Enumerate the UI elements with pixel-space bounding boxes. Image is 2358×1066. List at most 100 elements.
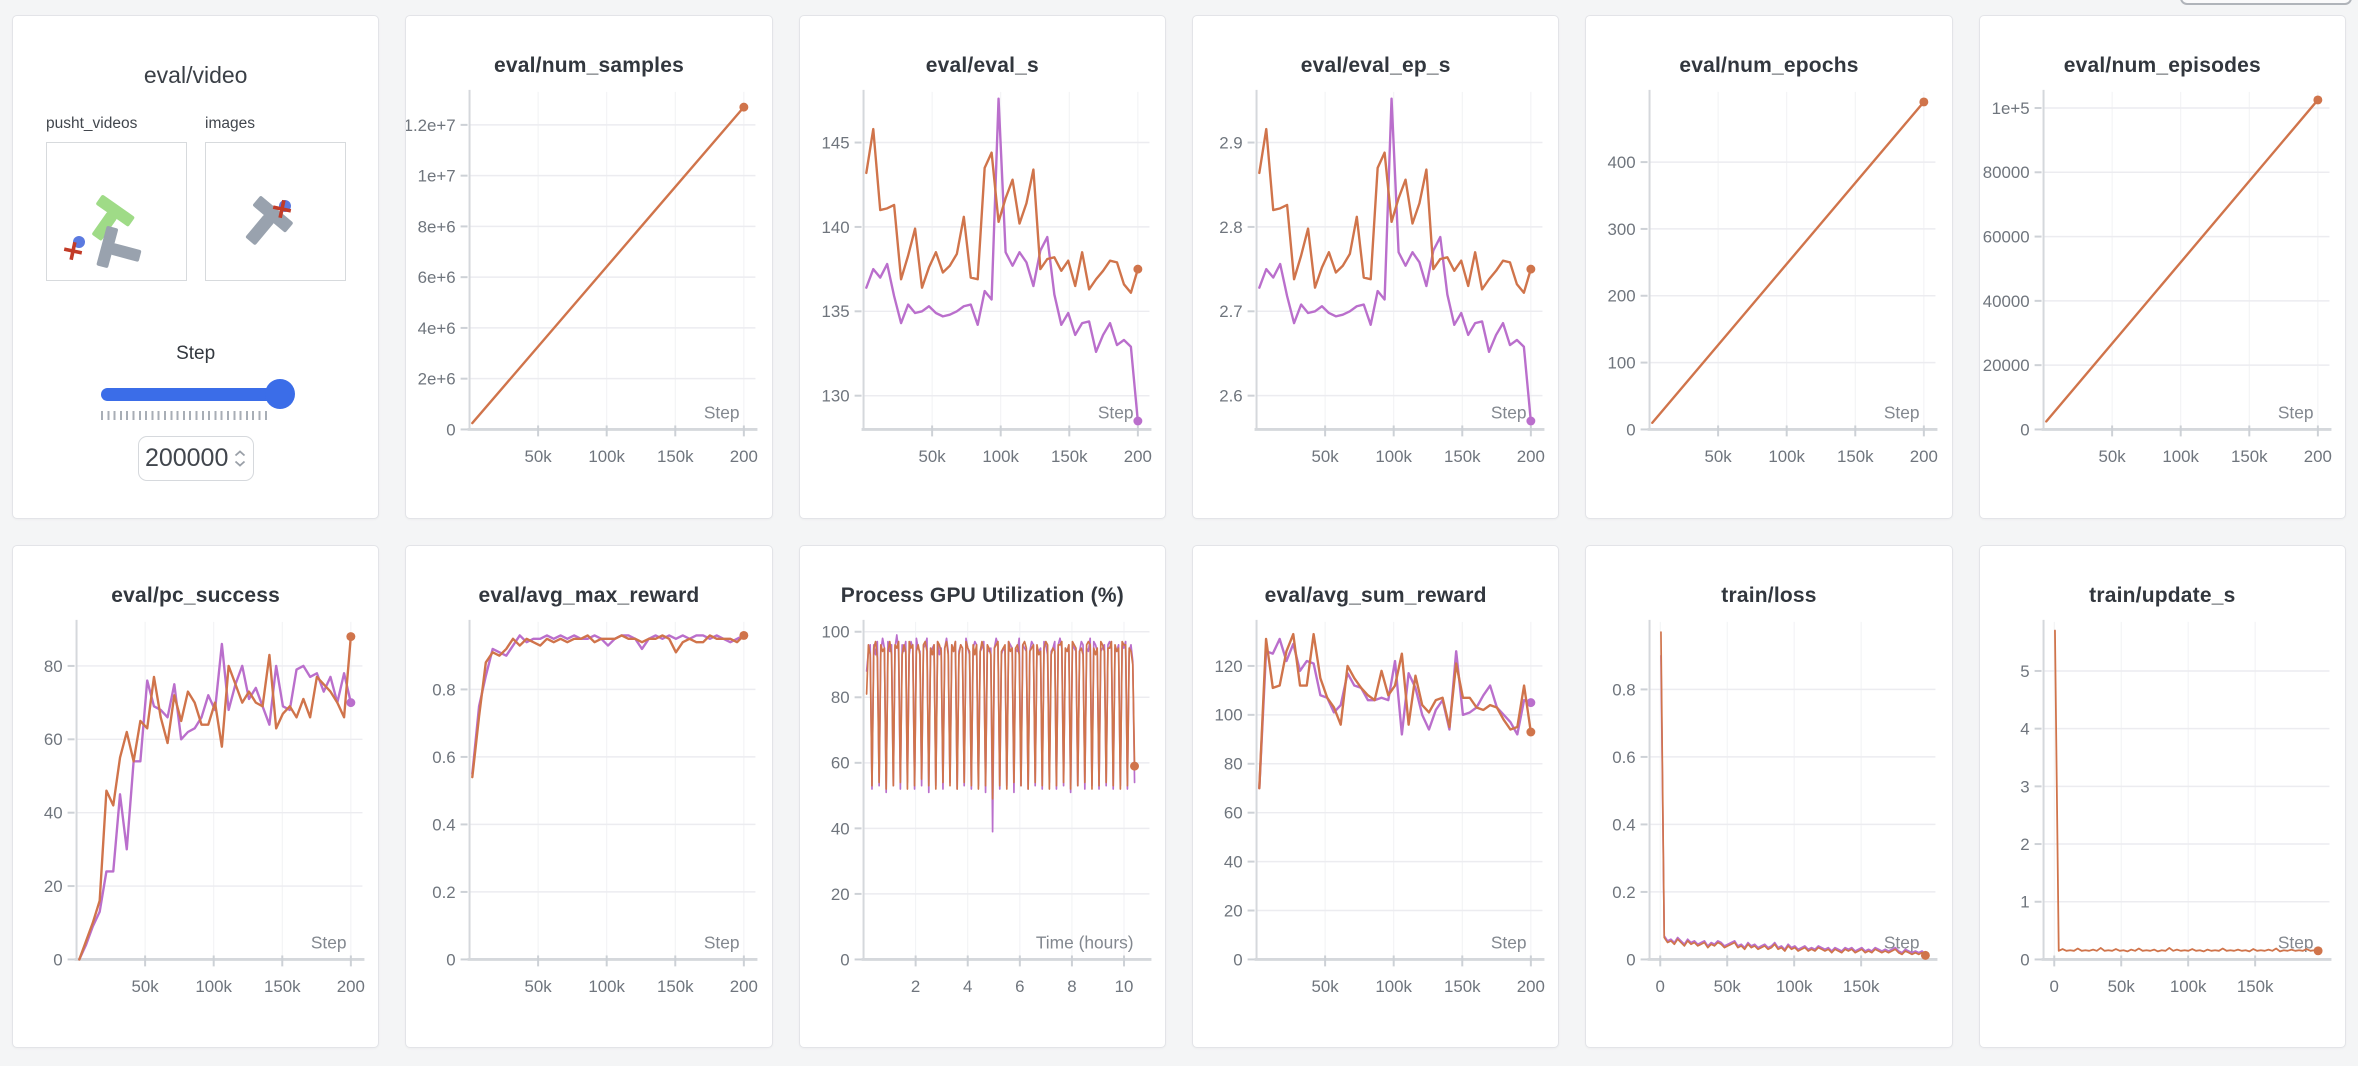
svg-text:3: 3 xyxy=(2020,777,2029,796)
svg-text:0.2: 0.2 xyxy=(433,882,456,901)
svg-text:200: 200 xyxy=(730,977,758,996)
svg-text:2.6: 2.6 xyxy=(1219,387,1242,406)
chart-title: eval/num_episodes xyxy=(2063,54,2261,77)
svg-text:4e+6: 4e+6 xyxy=(418,319,456,338)
step-slider[interactable] xyxy=(100,379,295,409)
svg-text:0.8: 0.8 xyxy=(433,680,456,699)
gray-t-shape xyxy=(245,196,293,245)
svg-text:0: 0 xyxy=(1233,950,1242,969)
pusht-video-thumbnail[interactable] xyxy=(46,142,187,281)
svg-text:40: 40 xyxy=(1224,852,1243,871)
svg-text:2e+6: 2e+6 xyxy=(418,370,456,389)
chart-canvas[interactable]: 0 0.2 0.4 0.6 0.8 0 50k 100k 150k Step xyxy=(1586,610,1951,1027)
svg-text:2.9: 2.9 xyxy=(1219,133,1242,152)
svg-text:Step: Step xyxy=(2278,403,2314,423)
svg-text:200: 200 xyxy=(1123,447,1151,466)
chart-canvas[interactable]: 0 20000 40000 60000 80000 1e+5 50k 100k 150k 200 S… xyxy=(1980,80,2345,497)
svg-text:Step: Step xyxy=(1491,932,1527,952)
svg-text:5: 5 xyxy=(2020,661,2029,680)
svg-text:40000: 40000 xyxy=(1982,292,2029,311)
media-row: pusht_videos xyxy=(13,115,378,281)
svg-text:200: 200 xyxy=(1910,447,1938,466)
target-cross-icon xyxy=(63,241,83,261)
chart-canvas[interactable]: 0 1 2 3 4 5 0 50k 100k 150k Step xyxy=(1980,610,2345,1027)
svg-text:150k: 150k xyxy=(1444,447,1481,466)
horizontal-scrollbar-fragment[interactable] xyxy=(2180,0,2352,5)
svg-text:0.4: 0.4 xyxy=(1613,815,1636,834)
chart-canvas[interactable]: 0 20 40 60 80 50k 100k 150k 200 Step xyxy=(13,610,378,1027)
stepper-arrows[interactable] xyxy=(234,450,246,467)
svg-text:80: 80 xyxy=(44,656,63,675)
step-slider-handle[interactable] xyxy=(264,379,295,409)
chevron-down-icon[interactable] xyxy=(234,460,246,467)
chart-canvas[interactable]: 0 2e+6 4e+6 6e+6 8e+6 1e+7 1.2e+7 50k 100k 150k 20… xyxy=(406,80,771,497)
svg-text:200: 200 xyxy=(730,447,758,466)
svg-text:6e+6: 6e+6 xyxy=(418,268,456,287)
svg-text:60: 60 xyxy=(44,730,63,749)
svg-text:0.8: 0.8 xyxy=(1613,680,1636,699)
svg-text:Step: Step xyxy=(311,932,347,952)
chart-panel-process-gpu-utilization-: Process GPU Utilization (%) 0 20 40 60 80 100… xyxy=(798,544,1166,1048)
svg-text:Step: Step xyxy=(2278,932,2314,952)
svg-text:Step: Step xyxy=(704,403,740,423)
svg-text:50k: 50k xyxy=(132,977,160,996)
svg-text:Step: Step xyxy=(1884,403,1920,423)
svg-text:10: 10 xyxy=(1114,977,1133,996)
svg-text:50k: 50k xyxy=(918,447,946,466)
svg-text:6: 6 xyxy=(1015,977,1024,996)
svg-text:20: 20 xyxy=(44,876,63,895)
chart-canvas[interactable]: 130 135 140 145 50k 100k 150k 200 Step xyxy=(800,80,1165,497)
chart-panel-eval-num-epochs: eval/num_epochs 0 100 200 300 400 50k 100k 150k… xyxy=(1585,15,1953,519)
video-caption: pusht_videos xyxy=(46,115,138,132)
chart-panel-train-update-s: train/update_s 0 1 2 3 4 5 0 50k 100k 150k Step xyxy=(1978,544,2346,1048)
svg-text:400: 400 xyxy=(1608,153,1636,172)
svg-text:80: 80 xyxy=(1224,754,1243,773)
chart-panel-eval-num-samples: eval/num_samples 0 2e+6 4e+6 6e+6 8e+6 1e+7 1.… xyxy=(405,15,773,519)
svg-text:150k: 150k xyxy=(264,977,301,996)
svg-text:150k: 150k xyxy=(1051,447,1088,466)
svg-text:0: 0 xyxy=(2049,977,2058,996)
svg-text:4: 4 xyxy=(963,977,972,996)
svg-text:0: 0 xyxy=(2020,420,2029,439)
chart-canvas[interactable]: 0 100 200 300 400 50k 100k 150k 200 Step xyxy=(1586,80,1951,497)
svg-text:50k: 50k xyxy=(1312,447,1340,466)
svg-text:200: 200 xyxy=(2303,447,2331,466)
step-slider-track[interactable] xyxy=(100,388,291,401)
chart-canvas[interactable]: 0 20 40 60 80 100 120 50k 100k 150k 200 Step xyxy=(1193,610,1558,1027)
target-cross-icon xyxy=(272,199,292,219)
svg-text:40: 40 xyxy=(831,819,850,838)
step-value[interactable]: 200000 xyxy=(144,444,229,472)
chart-canvas[interactable]: 2.6 2.7 2.8 2.9 50k 100k 150k 200 Step xyxy=(1193,80,1558,497)
chevron-up-icon[interactable] xyxy=(234,450,246,457)
svg-text:50k: 50k xyxy=(525,977,553,996)
svg-text:150k: 150k xyxy=(1843,977,1880,996)
svg-text:100: 100 xyxy=(1215,705,1243,724)
svg-text:100k: 100k xyxy=(589,977,626,996)
svg-text:60: 60 xyxy=(1224,803,1243,822)
step-value-input[interactable]: 200000 xyxy=(137,436,254,481)
svg-text:60000: 60000 xyxy=(1982,227,2029,246)
svg-text:0: 0 xyxy=(1656,977,1665,996)
chart-title: train/loss xyxy=(1721,583,1817,607)
chart-canvas[interactable]: 0 20 40 60 80 100 2 4 6 8 10 Time (hours) xyxy=(800,610,1165,1027)
gray-t-shape xyxy=(96,226,142,268)
svg-text:300: 300 xyxy=(1608,220,1636,239)
images-thumbnail[interactable] xyxy=(205,142,346,281)
chart-title: eval/eval_ep_s xyxy=(1300,54,1451,77)
chart-canvas[interactable]: 0 0.2 0.4 0.6 0.8 50k 100k 150k 200 Step xyxy=(406,610,771,1027)
svg-text:0.4: 0.4 xyxy=(433,815,456,834)
svg-text:120: 120 xyxy=(1215,656,1243,675)
chart-title: eval/pc_success xyxy=(111,583,281,607)
svg-text:100: 100 xyxy=(1608,354,1636,373)
svg-text:100k: 100k xyxy=(1375,977,1412,996)
step-slider-label: Step xyxy=(176,343,216,364)
svg-text:150k: 150k xyxy=(2237,977,2274,996)
svg-text:0: 0 xyxy=(1627,420,1636,439)
chart-title: eval/num_epochs xyxy=(1679,54,1859,77)
svg-text:0: 0 xyxy=(1627,950,1636,969)
svg-text:1e+7: 1e+7 xyxy=(418,167,456,186)
svg-text:100: 100 xyxy=(821,622,849,641)
chart-panel-eval-eval-ep-s: eval/eval_ep_s 2.6 2.7 2.8 2.9 50k 100k 150k 20… xyxy=(1192,15,1560,519)
svg-text:150k: 150k xyxy=(2231,447,2268,466)
